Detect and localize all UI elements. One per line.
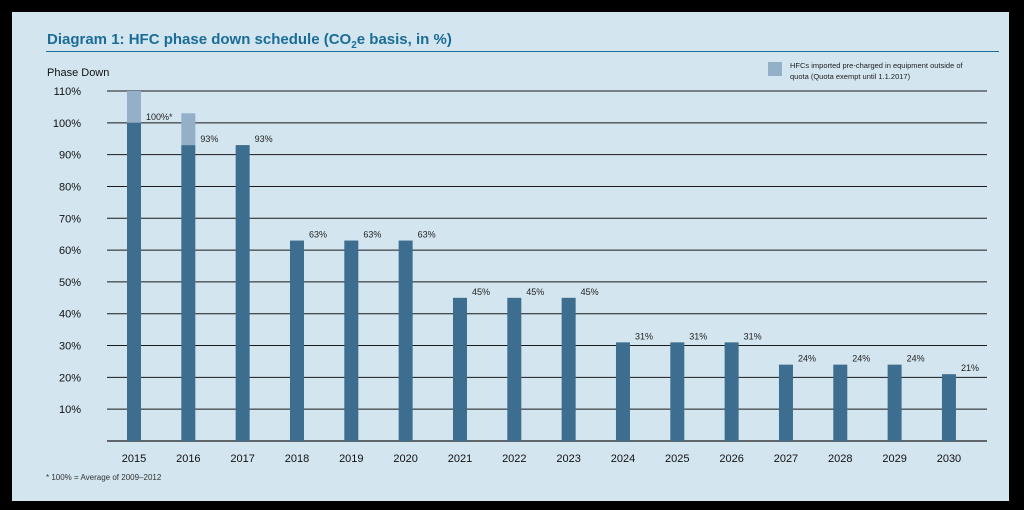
- bar-2020: [398, 240, 413, 441]
- x-tick-label: 2017: [230, 453, 254, 465]
- title-rule: [46, 51, 999, 52]
- y-tick-label: 50%: [59, 277, 81, 289]
- bar-2021: [452, 297, 467, 441]
- bar-2022: [507, 297, 522, 441]
- x-tick-label: 2015: [122, 453, 146, 465]
- x-tick-label: 2018: [285, 453, 309, 465]
- x-tick-label: 2027: [774, 453, 798, 465]
- x-tick-label: 2025: [665, 453, 689, 465]
- x-tick-label: 2026: [719, 453, 743, 465]
- y-axis-label: Phase Down: [47, 67, 109, 79]
- data-label-2024: 31%: [635, 331, 653, 341]
- x-tick-label: 2030: [937, 453, 961, 465]
- data-label-2016: 93%: [200, 134, 218, 144]
- x-tick-label: 2022: [502, 453, 526, 465]
- bar-2015: [127, 122, 141, 442]
- data-label-2025: 31%: [689, 331, 707, 341]
- chart-panel: Diagram 1: HFC phase down schedule (CO2e…: [12, 12, 1009, 501]
- x-tick-label: 2028: [828, 453, 852, 465]
- data-label-2021: 45%: [472, 287, 490, 297]
- data-label-2020: 63%: [418, 230, 436, 240]
- data-label-2015: 100%*: [146, 112, 173, 122]
- y-tick-label: 100%: [53, 118, 81, 130]
- data-label-2030: 21%: [961, 363, 979, 373]
- legend-swatch-precharged: [768, 62, 782, 76]
- bar-2023: [561, 297, 576, 441]
- bar-2019: [344, 240, 359, 441]
- bar-precharged-2015: [127, 91, 141, 123]
- data-label-2026: 31%: [744, 331, 762, 341]
- y-tick-label: 10%: [59, 404, 81, 416]
- footnote: * 100% = Average of 2009–2012: [46, 473, 162, 482]
- bar-2024: [615, 342, 630, 441]
- y-tick-label: 60%: [59, 245, 81, 257]
- y-tick-label: 70%: [59, 213, 81, 225]
- data-label-2028: 24%: [852, 354, 870, 364]
- legend-label-precharged: HFCs imported pre-charged in equipment o…: [790, 61, 964, 81]
- data-label-2022: 45%: [526, 287, 544, 297]
- y-tick-label: 40%: [59, 309, 81, 321]
- data-label-2023: 45%: [581, 287, 599, 297]
- x-tick-label: 2020: [393, 453, 417, 465]
- data-label-2017: 93%: [255, 134, 273, 144]
- bar-chart: Phase Down 10% 20% 30% 40% 50% 60% 70% 80% 90% 100…: [47, 61, 987, 465]
- data-label-2027: 24%: [798, 354, 816, 364]
- x-tick-label: 2029: [882, 453, 906, 465]
- bar-2030: [941, 374, 956, 441]
- bar-2026: [724, 342, 739, 441]
- y-tick-label: 90%: [59, 150, 81, 162]
- x-tick-label: 2019: [339, 453, 363, 465]
- bar-2027: [778, 364, 793, 441]
- x-tick-label: 2024: [611, 453, 635, 465]
- y-tick-label: 80%: [59, 181, 81, 193]
- y-tick-label: 20%: [59, 372, 81, 384]
- y-tick-label: 30%: [59, 341, 81, 353]
- x-tick-label: 2023: [556, 453, 580, 465]
- bar-2029: [887, 364, 902, 441]
- chart-title: Diagram 1: HFC phase down schedule (CO2e…: [47, 31, 452, 51]
- data-label-2019: 63%: [363, 230, 381, 240]
- bar-2017: [235, 145, 250, 441]
- y-tick-label: 110%: [54, 86, 82, 98]
- data-label-2029: 24%: [907, 354, 925, 364]
- x-tick-label: 2016: [176, 453, 200, 465]
- bar-precharged-2016: [181, 113, 196, 146]
- x-tick-label: 2021: [448, 453, 472, 465]
- bar-2018: [289, 240, 304, 441]
- bar-2016: [181, 145, 196, 441]
- data-label-2018: 63%: [309, 230, 327, 240]
- bar-2028: [833, 364, 848, 441]
- bar-2025: [670, 342, 685, 441]
